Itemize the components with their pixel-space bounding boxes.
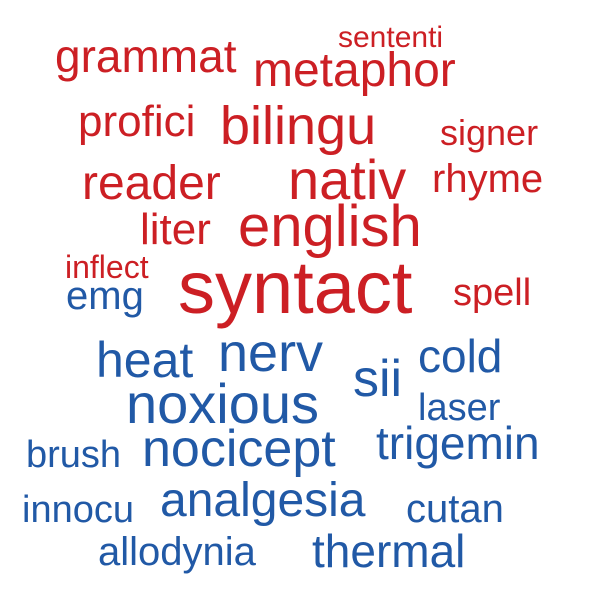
word: heat — [96, 331, 194, 388]
word: allodynia — [98, 529, 256, 574]
word: innocu — [22, 488, 134, 531]
word: nocicept — [142, 419, 336, 478]
word: laser — [418, 386, 501, 429]
word: grammat — [55, 30, 237, 83]
word: cold — [418, 330, 503, 383]
word: rhyme — [432, 156, 544, 201]
word: spell — [453, 271, 532, 314]
word: syntact — [178, 246, 413, 330]
word: cutan — [406, 486, 504, 531]
word: noxious — [126, 372, 320, 436]
word: sententi — [338, 20, 444, 54]
word: metaphor — [253, 43, 456, 97]
word: nerv — [218, 323, 324, 384]
word: trigemin — [376, 417, 540, 470]
word: thermal — [312, 525, 466, 578]
word: liter — [140, 205, 211, 255]
word: inflect — [65, 249, 149, 286]
word: reader — [82, 156, 221, 210]
word: analgesia — [160, 473, 366, 527]
word: sii — [353, 349, 403, 408]
word: profici — [78, 97, 196, 147]
word: english — [238, 193, 422, 259]
word: signer — [440, 112, 539, 154]
word: brush — [26, 433, 122, 476]
word: bilingu — [220, 96, 377, 157]
word: nativ — [288, 148, 407, 212]
word: emg — [66, 273, 144, 318]
